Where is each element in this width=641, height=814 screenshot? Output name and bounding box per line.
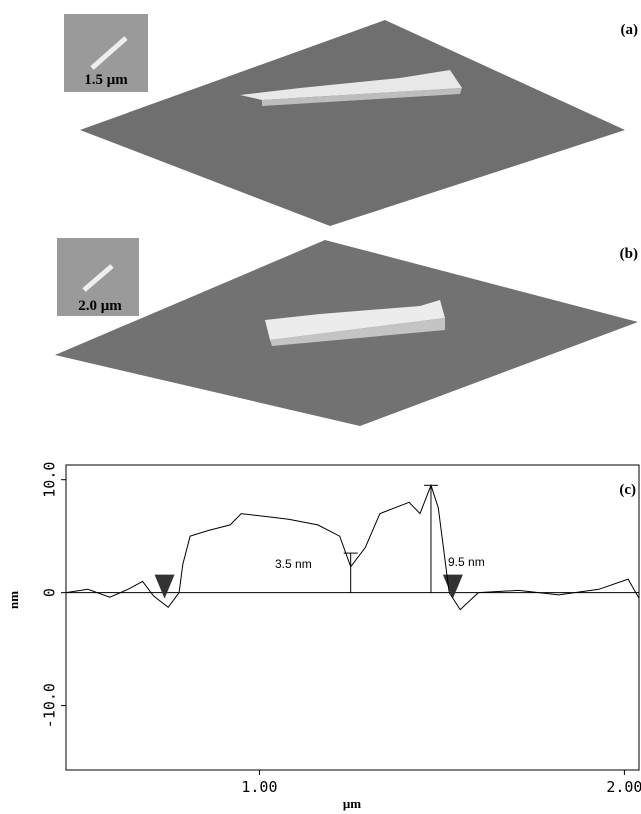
- afm-ridge: [240, 70, 462, 100]
- x-tick-label: 2.00: [606, 778, 641, 796]
- y-tick-label: -10.0: [41, 683, 59, 728]
- inset-wire: [82, 264, 114, 292]
- annotation: 3.5 nm: [275, 557, 312, 571]
- afm-ridge-side: [262, 88, 462, 106]
- panel-label: (c): [619, 482, 636, 498]
- annotation: 9.5 nm: [448, 555, 485, 569]
- x-axis-label: μm: [343, 796, 361, 811]
- inset-wire: [90, 36, 128, 70]
- afm-ridge: [265, 300, 445, 340]
- x-tick-label: 1.00: [241, 778, 277, 796]
- panel-label: (b): [620, 246, 638, 262]
- inset-label: 1.5 μm: [84, 72, 128, 88]
- cursor-marker: [442, 574, 463, 599]
- y-axis-label: nm: [6, 591, 21, 609]
- y-tick-label: 0: [41, 588, 59, 597]
- cursor-marker: [154, 574, 175, 599]
- inset-label: 2.0 μm: [78, 298, 122, 314]
- plot-frame: [65, 464, 640, 771]
- y-tick-label: 10.0: [41, 462, 59, 498]
- afm-ridge-side: [270, 318, 445, 346]
- panel-label: (a): [621, 22, 639, 38]
- profile-line: [65, 483, 640, 611]
- afm-surface: [80, 20, 625, 226]
